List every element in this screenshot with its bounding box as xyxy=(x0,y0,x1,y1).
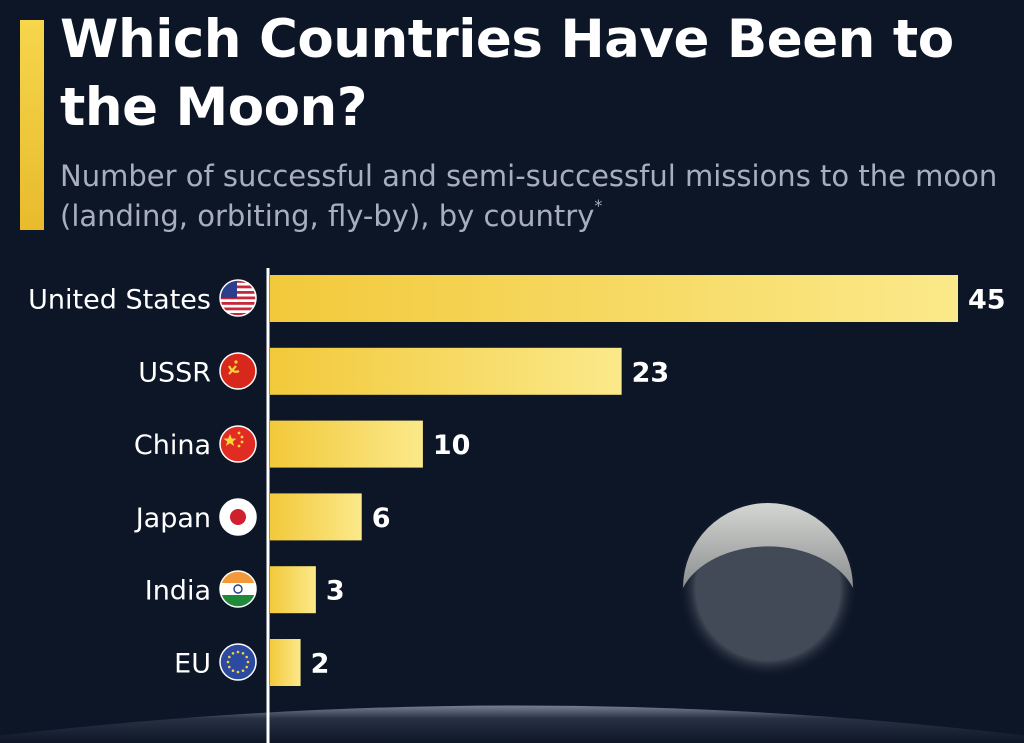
value-label-china: 10 xyxy=(433,430,471,461)
value-label-japan: 6 xyxy=(372,503,391,534)
subtitle-text: Number of successful and semi-successful… xyxy=(60,159,998,233)
category-label-japan: Japan xyxy=(134,503,211,534)
page-title: Which Countries Have Been to the Moon? xyxy=(60,9,954,138)
category-label-india: India xyxy=(145,576,211,607)
category-label-eu: EU xyxy=(174,649,211,680)
subtitle-footnote-mark: * xyxy=(594,196,603,215)
accent-bar xyxy=(20,20,44,230)
moon-illustration xyxy=(678,498,858,678)
bar-eu xyxy=(270,639,301,686)
category-label-united-states: United States xyxy=(28,285,211,316)
japan-flag-icon xyxy=(219,498,257,536)
bar-japan xyxy=(270,493,362,541)
bar-ussr xyxy=(270,347,622,395)
india-flag-icon xyxy=(219,570,257,608)
bar-china xyxy=(270,420,423,468)
eu-flag-icon xyxy=(219,643,257,681)
category-label-china: China xyxy=(134,430,211,461)
value-label-india: 3 xyxy=(326,576,345,607)
china-flag-icon xyxy=(219,425,257,463)
bar-india xyxy=(270,566,316,614)
lunar-horizon xyxy=(0,705,1024,743)
us-flag-icon xyxy=(219,279,257,317)
bar-united-states xyxy=(270,275,958,322)
value-label-eu: 2 xyxy=(311,649,330,680)
ussr-flag-icon xyxy=(219,352,257,390)
value-label-ussr: 23 xyxy=(632,357,670,388)
value-label-united-states: 45 xyxy=(968,285,1006,316)
page-subtitle: Number of successful and semi-successful… xyxy=(60,156,1000,236)
category-label-ussr: USSR xyxy=(138,357,211,388)
